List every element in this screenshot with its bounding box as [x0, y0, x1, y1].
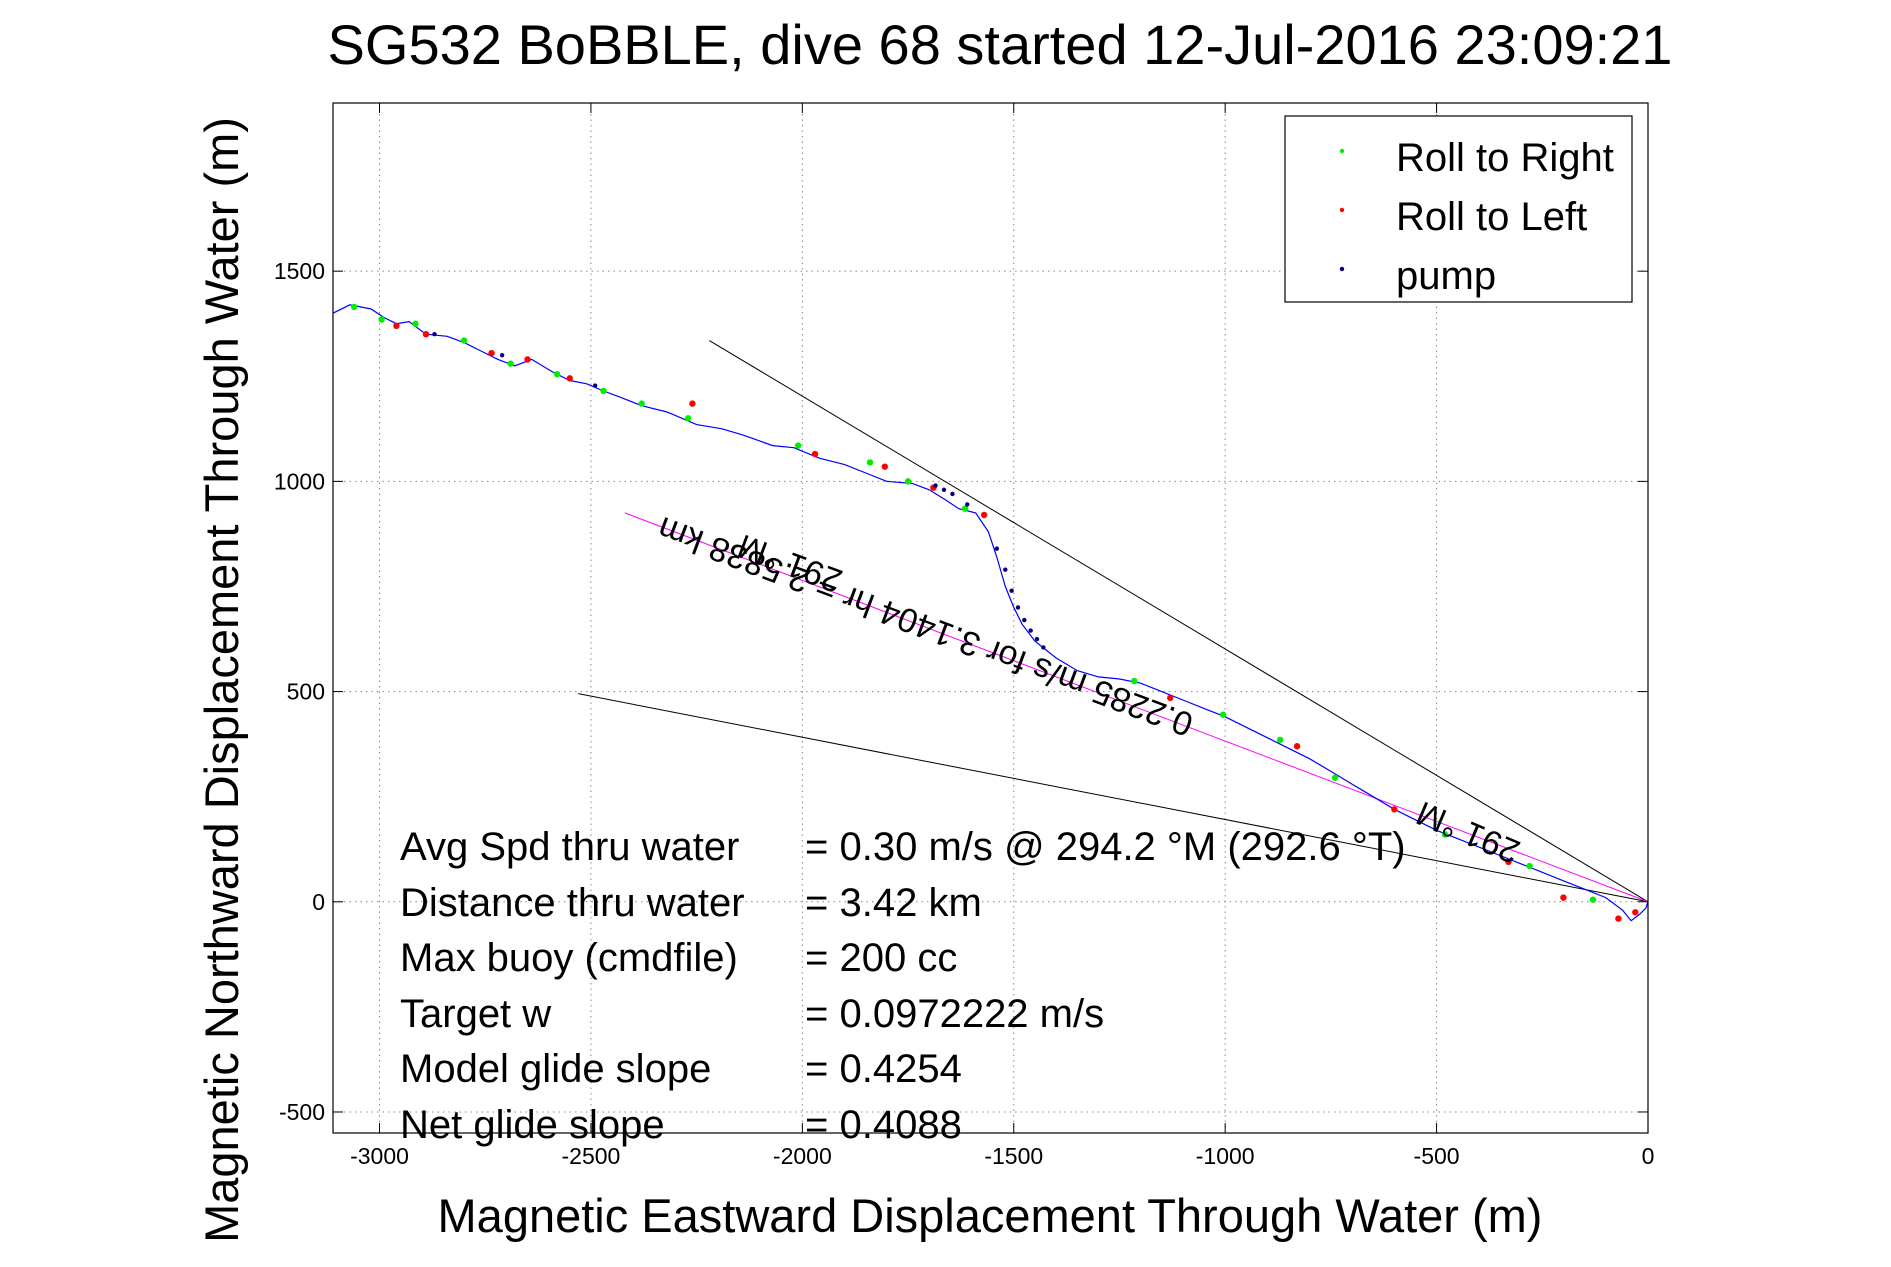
roll-right-point-13	[1131, 677, 1138, 685]
roll-left-point-13	[1505, 858, 1512, 866]
stat-value-net-glide: = 0.4088	[805, 1103, 962, 1147]
roll-left-point-5	[689, 400, 696, 407]
pump-point-2	[592, 383, 598, 388]
stat-value-distance: = 3.42 km	[805, 881, 982, 925]
roll-left-point-4	[566, 375, 573, 382]
stat-label-avg-speed: Avg Spd thru water	[400, 825, 739, 869]
pump-point-10	[1015, 605, 1021, 610]
roll-right-point-14	[1219, 711, 1227, 718]
stat-label-target-w: Target w	[400, 992, 551, 1036]
pump-point-14	[1041, 645, 1046, 650]
reference-lines	[578, 340, 1649, 903]
pump-point-3	[933, 483, 938, 488]
roll-left-point-12	[1391, 806, 1398, 813]
roll-left-point-15	[1615, 915, 1622, 922]
legend-label-roll-left: Roll to Left	[1396, 195, 1587, 239]
x-tick-label-3: -1500	[984, 1143, 1043, 1169]
roll-left-point-0	[393, 322, 400, 330]
y-tick-label-4: 1500	[274, 258, 325, 284]
pump-point-12	[1028, 628, 1033, 633]
roll-left-point-14	[1560, 894, 1567, 901]
roll-left-point-16	[1632, 909, 1639, 916]
roll-right-point-9	[794, 442, 802, 449]
legend-marker-pump	[1339, 266, 1345, 272]
x-tick-label-1: -2500	[562, 1143, 621, 1169]
roll-left-point-1	[422, 331, 430, 338]
legend-marker-roll-right	[1339, 148, 1345, 154]
roll-right-point-6	[600, 387, 607, 395]
pump-point-8	[1003, 567, 1008, 572]
reference-line-0	[709, 340, 1649, 903]
pump-point-0	[432, 332, 437, 337]
roll-right-point-0	[350, 303, 358, 311]
stat-value-max-buoy: = 200 cc	[805, 936, 957, 980]
pump-point-1	[499, 353, 505, 358]
roll-right-point-4	[507, 360, 514, 367]
marker-points	[350, 303, 1639, 922]
pump-point-5	[950, 491, 955, 497]
roll-right-point-19	[1589, 896, 1597, 903]
x-axis-label: Magnetic Eastward Displacement Through W…	[438, 1189, 1543, 1242]
x-tick-label-4: -1000	[1196, 1143, 1255, 1169]
roll-right-point-5	[553, 370, 561, 378]
roll-right-point-17	[1441, 831, 1449, 838]
roll-left-point-3	[524, 356, 531, 363]
stat-value-model-glide: = 0.4254	[805, 1047, 962, 1091]
roll-right-point-7	[638, 400, 645, 407]
reference-line-2	[624, 512, 1649, 903]
axis-ticks: -3000 -2500 -2000 -1500 -1000 -500 0 -500 0 500 10…	[274, 103, 1655, 1169]
legend-marker-roll-left	[1339, 207, 1345, 213]
roll-left-point-6	[811, 450, 819, 458]
stat-label-distance: Distance thru water	[400, 881, 745, 925]
y-tick-label-3: 1000	[274, 468, 325, 494]
roll-left-point-2	[488, 349, 495, 357]
y-tick-label-1: 0	[312, 889, 325, 915]
roll-right-point-1	[378, 316, 385, 323]
pump-point-6	[965, 502, 970, 507]
x-tick-label-6: 0	[1642, 1143, 1655, 1169]
y-tick-label-2: 500	[287, 679, 325, 705]
legend-label-roll-right: Roll to Right	[1396, 136, 1614, 180]
stat-label-net-glide: Net glide slope	[400, 1103, 665, 1147]
x-tick-label-2: -2000	[773, 1143, 832, 1169]
roll-left-point-11	[1293, 743, 1301, 750]
roll-right-point-16	[1331, 774, 1339, 781]
x-tick-label-0: -3000	[350, 1143, 409, 1169]
pump-point-11	[1022, 617, 1027, 623]
roll-right-point-11	[904, 478, 912, 485]
roll-right-point-18	[1526, 862, 1533, 870]
stat-label-max-buoy: Max buoy (cmdfile)	[400, 936, 738, 980]
pump-point-9	[1009, 588, 1014, 593]
roll-left-point-7	[881, 463, 888, 470]
roll-right-point-2	[412, 320, 419, 327]
pump-point-7	[994, 546, 1000, 551]
roll-right-point-15	[1276, 736, 1284, 744]
stat-value-target-w: = 0.0972222 m/s	[805, 992, 1104, 1036]
pump-point-13	[1034, 636, 1040, 642]
roll-left-point-9	[980, 511, 988, 519]
plot-frame	[332, 102, 1649, 1134]
roll-left-point-10	[1167, 694, 1174, 702]
pump-point-4	[941, 487, 947, 492]
x-tick-label-5: -500	[1414, 1143, 1460, 1169]
stat-label-model-glide: Model glide slope	[400, 1047, 711, 1091]
legend-label-pump: pump	[1396, 254, 1496, 298]
roll-right-point-3	[460, 337, 468, 344]
roll-right-point-12	[961, 505, 969, 512]
roll-right-point-10	[866, 459, 874, 466]
stat-value-avg-speed: = 0.30 m/s @ 294.2 °M (292.6 °T)	[805, 825, 1406, 869]
reference-line-1	[578, 693, 1649, 903]
chart-title: SG532 BoBBLE, dive 68 started 12-Jul-201…	[328, 13, 1673, 76]
roll-right-point-8	[684, 415, 692, 422]
legend: Roll to Right Roll to Left pump	[1284, 115, 1633, 303]
y-tick-label-0: -500	[279, 1099, 325, 1125]
y-axis-label: Magnetic Northward Displacement Through …	[195, 117, 248, 1243]
stats-block: Avg Spd thru water = 0.30 m/s @ 294.2 °M…	[400, 825, 1406, 1147]
